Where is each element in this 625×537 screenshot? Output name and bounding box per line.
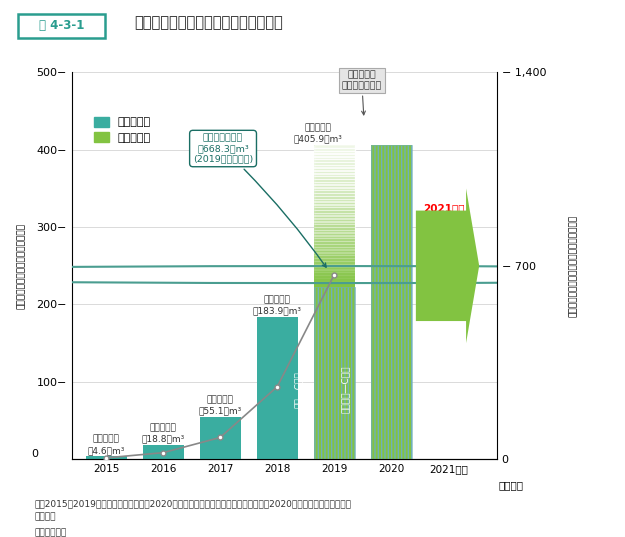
Bar [314,173,355,176]
Text: 輸送実績量
約18.8万m³: 輸送実績量 約18.8万m³ [141,424,185,444]
FancyBboxPatch shape [18,13,106,38]
Bar [314,215,355,219]
Text: 輸送目標：
前年度と同程度: 輸送目標： 前年度と同程度 [341,70,382,115]
Text: を追記。: を追記。 [34,512,56,521]
Bar [314,238,355,241]
Bar [371,146,412,459]
Text: 資料：環境省: 資料：環境省 [34,528,67,537]
Bar [314,275,355,278]
Bar [314,176,355,179]
Bar [314,182,355,185]
Bar [314,230,355,233]
Bar [314,255,355,258]
Bar [314,179,355,182]
Bar [314,287,355,459]
Bar [314,244,355,247]
Text: 輸送実績量
約405.9万m³: 輸送実績量 約405.9万m³ [294,124,343,143]
Text: 大熊―C供用: 大熊―C供用 [294,371,303,408]
FancyArrow shape [416,188,479,343]
Bar [314,201,355,205]
Text: 0: 0 [31,449,38,459]
Bar [314,252,355,256]
Bar [335,146,356,459]
Bar [314,148,355,151]
Text: 累計輸送実績量
約668.3万m³
(2019年度末時点): 累計輸送実績量 約668.3万m³ (2019年度末時点) [193,134,326,267]
Bar [371,146,412,459]
Text: 輸送実績量
約55.1万m³: 輸送実績量 約55.1万m³ [199,395,242,415]
Bar [314,193,355,196]
Bar [86,455,127,459]
Bar [314,284,355,287]
Bar [314,156,355,159]
Bar [314,235,355,238]
Bar [314,146,355,459]
Bar [314,227,355,230]
Bar [314,224,355,227]
Bar [314,219,355,222]
Bar [314,190,355,193]
Bar [314,165,355,168]
Bar [314,213,355,216]
Text: （年度）: （年度） [499,481,524,490]
Text: 図 4-3-1: 図 4-3-1 [39,19,84,32]
Bar [314,249,355,252]
Bar [314,258,355,261]
Bar [314,241,355,244]
Bar [314,269,355,272]
Bar [314,168,355,171]
Bar [314,195,355,199]
Bar [142,445,184,459]
Bar [314,154,355,157]
Bar [314,159,355,162]
Bar [314,278,355,281]
Bar [314,272,355,275]
Text: 中間谯蔵施設に係る当面の輸送の状況: 中間谯蔵施設に係る当面の輸送の状況 [134,15,283,30]
Bar [314,145,355,148]
Bar [257,317,298,459]
Bar [314,260,355,264]
Text: 輸送実績量
約183.9万m³: 輸送実績量 約183.9万m³ [253,295,302,315]
Bar [314,184,355,187]
Bar [314,246,355,250]
Bar [314,199,355,202]
Bar [314,233,355,236]
Bar [314,204,355,207]
Bar [314,280,355,284]
Text: 注：2015～2019年度の輸送量実績及び2020年度の中間谯蔵施設事業の方针で示した2020年度の輸送量（予定値）: 注：2015～2019年度の輸送量実績及び2020年度の中間谯蔵施設事業の方针で… [34,499,351,509]
Bar [314,150,355,154]
Text: 累計輸送実績量（万㎥）（折れ線グラフ）: 累計輸送実績量（万㎥）（折れ線グラフ） [569,215,578,317]
Bar [314,162,355,165]
Legend: 輸送実績量, 輸送予定量: 輸送実績量, 輸送予定量 [94,117,151,143]
Bar [314,187,355,191]
Bar [314,266,355,270]
Bar [314,170,355,173]
Bar [314,207,355,210]
Bar [314,264,355,267]
Bar [314,221,355,224]
Bar [314,210,355,213]
Text: 2021年度
概ね搬入
完了予定: 2021年度 概ね搬入 完了予定 [423,203,464,236]
Text: 常磤双葉―C供用: 常磤双葉―C供用 [341,366,350,413]
Text: 単年度輸送量（万㎥）（棒グラフ）: 単年度輸送量（万㎥）（棒グラフ） [16,223,26,309]
Bar [199,417,241,459]
Text: 輸送実績量
約4.6万m³: 輸送実績量 約4.6万m³ [88,435,125,455]
